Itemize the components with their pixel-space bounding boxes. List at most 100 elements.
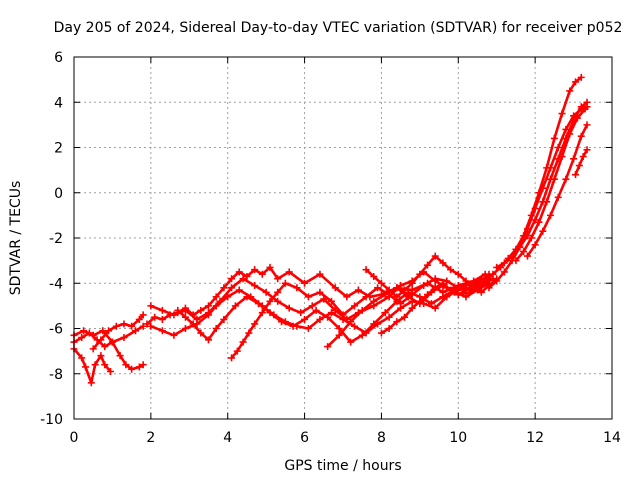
data-point-marker: [489, 270, 497, 278]
data-point-marker: [181, 306, 189, 314]
data-point-marker: [212, 302, 220, 310]
x-tick-label: 10: [449, 430, 467, 446]
x-tick-label: 12: [526, 430, 544, 446]
data-point-marker: [266, 309, 274, 317]
data-point-marker: [408, 304, 416, 312]
data-point-marker: [235, 268, 243, 276]
data-point-marker: [381, 291, 389, 299]
data-point-marker: [443, 277, 451, 285]
data-point-marker: [143, 320, 151, 328]
y-tick-label: -4: [49, 276, 63, 292]
data-point-marker: [120, 334, 128, 342]
data-point-marker: [293, 284, 301, 292]
y-tick-label: 6: [54, 50, 63, 66]
chart-title: Day 205 of 2024, Sidereal Day-to-day VTE…: [54, 20, 623, 36]
data-point-marker: [170, 311, 178, 319]
data-point-marker: [575, 162, 583, 170]
data-point-marker: [493, 263, 501, 271]
data-point-marker: [112, 322, 120, 330]
data-point-marker: [583, 146, 591, 154]
data-point-marker: [212, 325, 220, 332]
data-point-marker: [251, 266, 259, 274]
series-line: [176, 275, 491, 344]
data-point-marker: [243, 293, 251, 301]
data-point-marker: [477, 288, 485, 296]
data-point-marker: [520, 248, 528, 256]
data-point-marker: [554, 193, 562, 201]
data-point-marker: [327, 297, 335, 305]
series-line: [483, 76, 583, 283]
y-tick-label: -6: [49, 322, 63, 338]
data-point-marker: [439, 293, 447, 301]
data-point-marker: [189, 320, 197, 328]
series-track-18: [571, 146, 591, 179]
data-point-marker: [374, 284, 382, 292]
data-point-marker: [424, 261, 432, 269]
data-point-marker: [245, 329, 253, 337]
data-point-marker: [571, 78, 579, 86]
data-point-marker: [454, 270, 462, 278]
data-point-marker: [139, 322, 147, 330]
data-point-marker: [205, 311, 212, 319]
series-track-16: [512, 105, 589, 265]
data-point-marker: [324, 313, 332, 321]
data-point-marker: [558, 110, 566, 118]
data-point-marker: [266, 263, 274, 271]
data-point-marker: [570, 155, 578, 163]
data-point-marker: [139, 311, 147, 319]
data-point-marker: [362, 293, 370, 301]
series-track-15: [493, 98, 591, 271]
data-point-marker: [351, 322, 359, 330]
data-point-marker: [233, 347, 241, 355]
data-point-marker: [393, 318, 401, 326]
y-axis-label: SDTVAR / TECUs: [8, 181, 24, 296]
data-point-marker: [400, 286, 408, 294]
data-point-marker: [147, 322, 155, 330]
x-tick-label: 4: [223, 430, 232, 446]
data-point-marker: [539, 184, 547, 192]
data-point-marker: [554, 144, 562, 151]
data-point-marker: [122, 361, 130, 369]
x-tick-label: 0: [70, 430, 79, 446]
y-tick-label: -2: [49, 231, 63, 247]
data-point-marker: [78, 334, 86, 342]
data-point-marker: [377, 279, 385, 287]
data-point-marker: [174, 306, 182, 314]
data-point-marker: [539, 227, 547, 235]
data-point-marker: [228, 284, 236, 292]
data-point-marker: [358, 306, 366, 314]
data-point-marker: [431, 275, 439, 283]
data-point-marker: [550, 134, 558, 142]
data-point-marker: [274, 275, 282, 283]
data-point-marker: [158, 327, 166, 335]
data-point-marker: [523, 232, 531, 240]
series-line: [526, 123, 589, 258]
data-point-marker: [347, 318, 355, 326]
data-point-marker: [228, 275, 236, 283]
data-point-marker: [579, 153, 587, 161]
y-tick-label: -8: [49, 367, 63, 383]
data-point-marker: [431, 252, 439, 260]
axis-ticks: 0 2 4 6 8 10 12 14 -10 -8 -6 -4 -2 0 2 4 6: [40, 50, 621, 446]
y-tick-label: 4: [54, 95, 63, 111]
data-point-marker: [181, 313, 189, 321]
data-point-marker: [285, 304, 293, 312]
data-point-marker: [220, 284, 228, 292]
data-point-marker: [139, 361, 147, 369]
data-point-marker: [285, 268, 293, 276]
data-point-marker: [400, 313, 408, 321]
data-point-marker: [351, 302, 359, 310]
data-point-marker: [416, 297, 424, 305]
series-line: [487, 105, 589, 290]
series-line: [574, 148, 589, 176]
data-point-marker: [258, 309, 266, 317]
data-point-marker: [262, 288, 270, 296]
data-point-marker: [454, 291, 462, 299]
data-point-marker: [370, 272, 378, 280]
data-point-marker: [347, 338, 355, 346]
data-point-marker: [577, 132, 585, 140]
data-point-marker: [547, 211, 555, 219]
data-point-marker: [581, 105, 589, 113]
data-point-marker: [135, 363, 143, 371]
